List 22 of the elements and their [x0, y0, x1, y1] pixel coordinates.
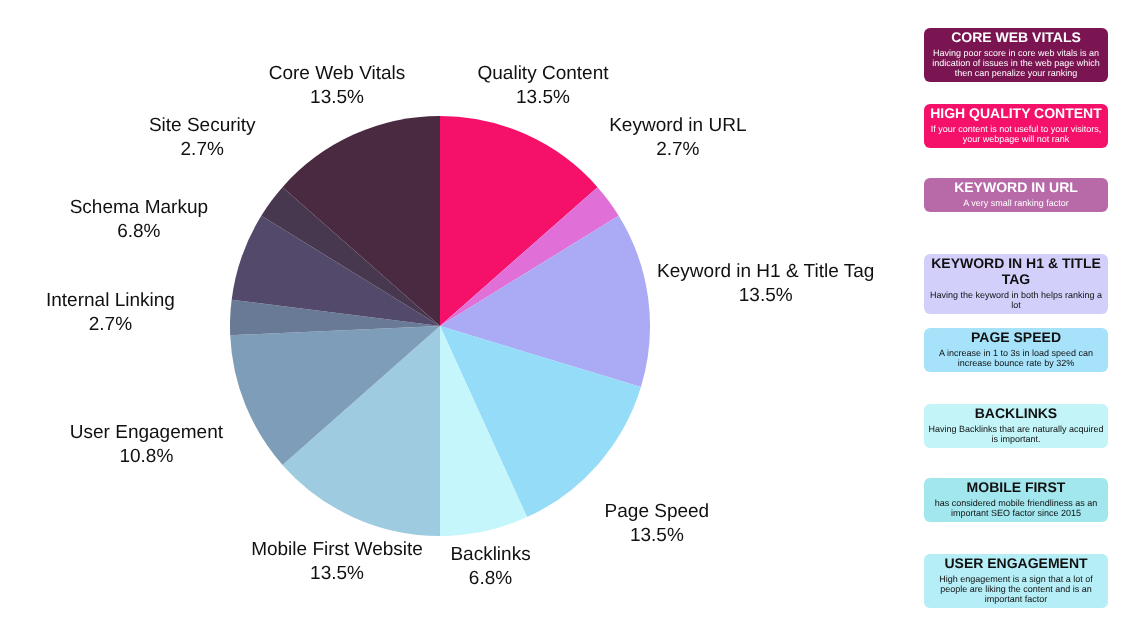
slice-label: Mobile First Website	[251, 539, 423, 562]
data-label: 13.5%	[310, 563, 366, 586]
data-label: 6.8%	[117, 220, 162, 243]
data-label: 6.8%	[468, 568, 514, 591]
data-label: 13.5%	[629, 525, 685, 548]
data-label: 10.8%	[119, 445, 175, 468]
data-label: 2.7%	[180, 139, 225, 162]
slice-label: Schema Markup	[69, 196, 209, 219]
slice-label: Internal Linking	[46, 289, 175, 312]
data-label: 13.5%	[310, 87, 366, 110]
data-label: 13.5%	[516, 87, 572, 110]
slice-label: Site Security	[148, 115, 257, 138]
data-label: 13.5%	[738, 285, 794, 308]
slice-label: User Engagement	[69, 421, 224, 444]
slice-label: Page Speed	[604, 501, 710, 524]
slice-label: Keyword in URL	[609, 115, 747, 138]
data-label: 2.7%	[88, 313, 134, 336]
slice-label: Core Web Vitals	[268, 63, 406, 86]
data-label: 2.7%	[656, 139, 701, 162]
slice-label: Quality Content	[477, 63, 610, 86]
slice-label: Keyword in H1 & Title Tag	[657, 261, 875, 284]
slice-label: Backlinks	[450, 544, 532, 567]
